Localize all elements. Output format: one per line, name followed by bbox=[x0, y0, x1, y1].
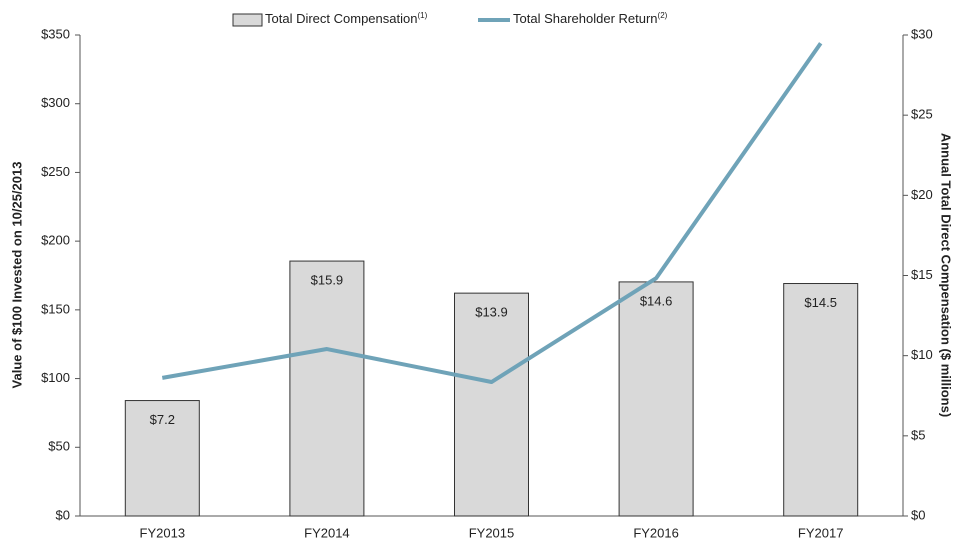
y2-tick-label: $15 bbox=[911, 267, 933, 282]
y-tick-label: $0 bbox=[56, 507, 70, 522]
legend-swatch bbox=[232, 13, 263, 27]
bar bbox=[124, 400, 200, 517]
y2-tick-label: $30 bbox=[911, 26, 933, 41]
x-tick-label: FY2016 bbox=[633, 525, 679, 540]
data-label: $14.5 bbox=[804, 295, 837, 310]
data-label: $14.6 bbox=[640, 293, 673, 308]
legend-label: Total Direct Compensation bbox=[265, 11, 417, 26]
legend-entry: Total Shareholder Return(2) bbox=[513, 11, 668, 26]
y-tick-label: $150 bbox=[41, 301, 70, 316]
x-tick-label: FY2014 bbox=[304, 525, 350, 540]
data-label: $7.2 bbox=[150, 412, 175, 427]
y-tick-label: $300 bbox=[41, 95, 70, 110]
bar bbox=[783, 283, 859, 517]
y-tick-label: $350 bbox=[41, 26, 70, 41]
y2-axis-title: Annual Total Direct Compensation ($ mill… bbox=[939, 133, 954, 417]
legend-note: (2) bbox=[658, 11, 668, 20]
y2-tick-label: $10 bbox=[911, 347, 933, 362]
line bbox=[161, 42, 823, 385]
y-tick-label: $50 bbox=[48, 439, 70, 454]
bar bbox=[618, 281, 694, 517]
x-tick-label: FY2015 bbox=[469, 525, 515, 540]
x-tick-label: FY2013 bbox=[140, 525, 186, 540]
x-tick-label: FY2017 bbox=[798, 525, 844, 540]
legend-label: Total Shareholder Return bbox=[513, 11, 658, 26]
y-tick-label: $100 bbox=[41, 370, 70, 385]
data-label: $15.9 bbox=[311, 273, 344, 288]
y2-tick-label: $20 bbox=[911, 187, 933, 202]
y-tick-label: $200 bbox=[41, 233, 70, 248]
y2-tick-label: $0 bbox=[911, 507, 925, 522]
y-tick-label: $250 bbox=[41, 164, 70, 179]
data-label: $13.9 bbox=[475, 305, 508, 320]
legend-note: (1) bbox=[417, 11, 427, 20]
y2-tick-label: $5 bbox=[911, 427, 925, 442]
y-axis-title: Value of $100 Invested on 10/25/2013 bbox=[9, 162, 24, 389]
bar bbox=[454, 292, 529, 517]
bar bbox=[289, 260, 365, 517]
y2-tick-label: $25 bbox=[911, 107, 933, 122]
legend-entry: Total Direct Compensation(1) bbox=[265, 11, 428, 26]
